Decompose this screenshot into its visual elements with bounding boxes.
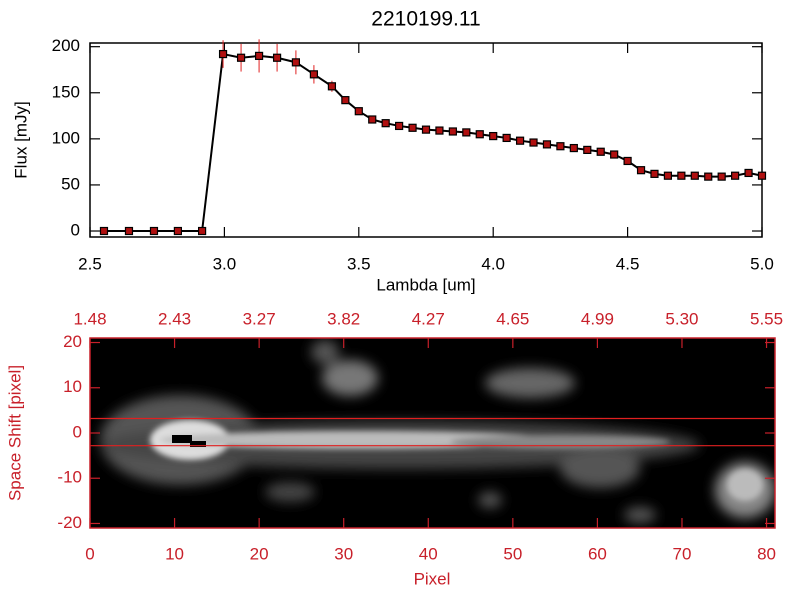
x-tick-label: 70: [673, 544, 692, 563]
x-tick-label: 60: [588, 544, 607, 563]
chart-title: 2210199.11: [371, 8, 480, 31]
data-marker: [421, 125, 431, 134]
data-marker: [462, 128, 471, 137]
data-marker: [502, 133, 511, 143]
x2-tick-label: 4.99: [581, 309, 614, 328]
x-tick-label: 2.5: [78, 254, 102, 273]
data-marker: [704, 172, 713, 181]
data-marker: [272, 53, 282, 62]
x-tick-label: 10: [165, 544, 184, 563]
y-tick-label: 0: [73, 422, 82, 441]
data-marker: [395, 121, 404, 131]
text-labels: 2210199.11 Lambda [um] Flux [mJy] Pixel …: [5, 8, 480, 589]
data-marker: [677, 171, 686, 180]
y-tick-label: 10: [63, 377, 82, 396]
data-marker: [173, 226, 182, 236]
x-tick-label: 80: [757, 544, 776, 563]
data-marker: [583, 145, 592, 155]
data-marker: [515, 136, 525, 145]
y-tick-label: 20: [63, 332, 82, 351]
data-marker: [327, 82, 337, 91]
y-axis-label: Space Shift [pixel]: [5, 365, 24, 501]
data-marker: [99, 226, 109, 236]
data-marker: [596, 147, 605, 156]
data-marker: [197, 226, 207, 236]
x-tick-label: 20: [250, 544, 269, 563]
data-marker: [254, 51, 264, 61]
x-axis-label: Pixel: [414, 569, 451, 588]
data-marker: [354, 107, 363, 116]
data-marker: [341, 96, 350, 105]
data-marker: [744, 168, 753, 178]
y-tick-label: 0: [71, 220, 80, 239]
data-marker: [529, 138, 538, 147]
data-marker: [408, 123, 417, 132]
x2-tick-label: 3.82: [327, 309, 360, 328]
y-tick-label: 200: [52, 36, 80, 55]
x-axis-label: Lambda [um]: [376, 275, 475, 294]
data-marker: [757, 171, 767, 180]
y-tick-label: 50: [61, 174, 80, 193]
x-tick-label: 50: [503, 544, 522, 563]
spectral-image: [90, 338, 775, 528]
x-tick-label: 3.0: [213, 254, 237, 273]
data-marker: [650, 169, 659, 178]
data-marker: [489, 131, 498, 141]
x-tick-label: 3.5: [347, 254, 371, 273]
y-axis-label: Flux [mJy]: [11, 101, 30, 178]
y-tick-label: 150: [52, 82, 80, 101]
x2-tick-label: 3.27: [243, 309, 276, 328]
data-marker: [218, 49, 228, 59]
data-marker: [149, 226, 159, 236]
data-marker: [124, 226, 134, 236]
data-marker: [690, 171, 699, 180]
x2-tick-label: 4.27: [412, 309, 445, 328]
data-marker: [236, 53, 246, 62]
data-marker: [475, 130, 484, 139]
x-tick-label: 5.0: [750, 254, 774, 273]
data-marker: [569, 143, 578, 153]
saturated-pixels: [172, 435, 192, 443]
x-tick-label: 4.5: [616, 254, 640, 273]
x2-tick-label: 5.55: [750, 309, 783, 328]
y-tick-label: 100: [52, 128, 80, 147]
data-marker: [542, 140, 552, 149]
x2-tick-label: 2.43: [158, 309, 191, 328]
x-tick-label: 0: [85, 544, 94, 563]
data-marker: [556, 142, 565, 151]
plot-frame: [89, 42, 763, 238]
x-tick-label: 4.0: [481, 254, 505, 273]
data-marker: [610, 150, 619, 159]
x2-tick-label: 4.65: [496, 309, 529, 328]
x2-tick-label: 1.48: [73, 309, 106, 328]
data-marker: [435, 126, 444, 135]
x-tick-label: 40: [419, 544, 438, 563]
data-marker: [309, 70, 319, 79]
data-marker: [663, 171, 673, 180]
data-marker: [717, 172, 726, 181]
data-marker: [368, 115, 377, 124]
data-line: [103, 52, 763, 233]
data-marker: [636, 166, 646, 175]
data-marker: [381, 119, 390, 128]
saturated-pixels: [190, 441, 206, 447]
y-tick-label: -10: [57, 468, 82, 487]
data-marker: [448, 127, 457, 136]
data-marker: [623, 156, 632, 166]
data-marker: [291, 58, 301, 67]
y-tick-label: -20: [57, 513, 82, 532]
x2-tick-label: 5.30: [665, 309, 698, 328]
data-marker: [731, 171, 740, 180]
x-tick-label: 30: [334, 544, 353, 563]
